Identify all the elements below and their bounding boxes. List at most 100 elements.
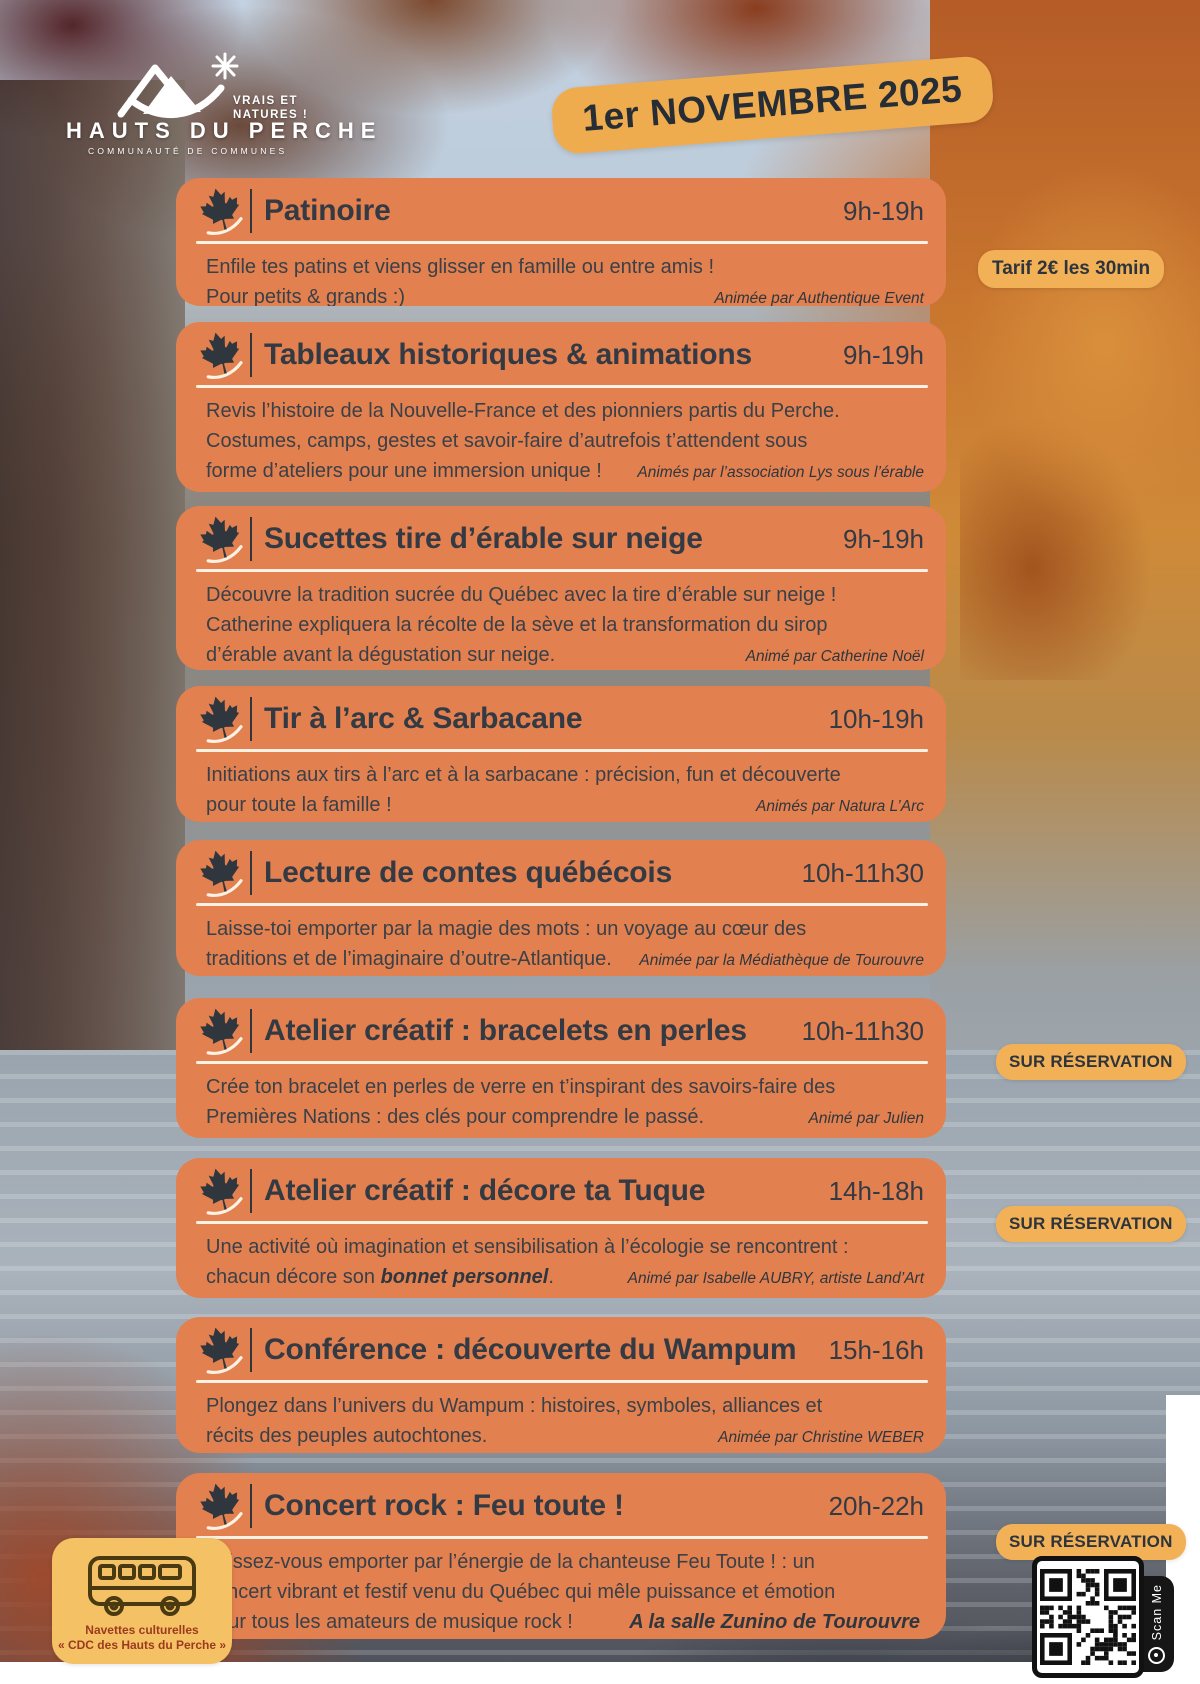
reservation-badge: SUR RÉSERVATION — [996, 1044, 1186, 1080]
event-host: Animé par Catherine Noël — [745, 648, 924, 665]
event-title: Lecture de contes québécois — [264, 856, 673, 889]
separator-line — [196, 1061, 928, 1064]
event-card-wampum: Conférence : découverte du Wampum 15h-16… — [176, 1317, 946, 1453]
event-description-line: concert vibrant et festif venu du Québec… — [206, 1581, 836, 1603]
shuttle-label-line2: « CDC des Hauts du Perche » — [57, 1638, 227, 1652]
event-title: Tableaux historiques & animations — [264, 338, 752, 371]
autumn-foliage-right — [960, 120, 1200, 680]
event-description-line: Laisse-toi emporter par la magie des mot… — [206, 918, 807, 940]
event-description-line: Une activité où imagination et sensibili… — [206, 1236, 849, 1258]
maple-leaf-icon — [198, 1483, 244, 1529]
event-card-tir-arc: Tir à l’arc & Sarbacane 10h-19h Initiati… — [176, 686, 946, 822]
event-time: 20h-22h — [828, 1490, 924, 1521]
maple-leaf-icon — [198, 516, 244, 562]
event-time: 9h-19h — [843, 339, 924, 370]
camera-icon — [1148, 1647, 1165, 1664]
event-description-line: Laissez-vous emporter par l’énergie de l… — [206, 1551, 815, 1573]
event-description-line: d’érable avant la dégustation sur neige. — [206, 644, 556, 666]
maple-leaf-icon — [198, 1168, 244, 1214]
separator-line — [196, 385, 928, 388]
scan-me-label: Scan Me — [1150, 1584, 1164, 1641]
event-host: Animés par Natura L’Arc — [756, 798, 924, 815]
event-description-line: Crée ton bracelet en perles de verre en … — [206, 1076, 836, 1098]
event-description-line: traditions et de l’imaginaire d’outre-At… — [206, 948, 612, 970]
bus-icon — [88, 1556, 196, 1616]
shuttle-badge: Navettes culturelles « CDC des Hauts du … — [52, 1538, 232, 1664]
event-title: Concert rock : Feu toute ! — [264, 1489, 624, 1522]
event-description-line: Initiations aux tirs à l’arc et à la sar… — [206, 764, 841, 786]
reservation-badge: SUR RÉSERVATION — [996, 1206, 1186, 1242]
title-divider — [250, 1169, 252, 1213]
event-description-line: chacun décore son bonnet personnel. — [206, 1266, 554, 1288]
event-title: Atelier créatif : décore ta Tuque — [264, 1174, 706, 1207]
highlighted-text: bonnet personnel — [380, 1266, 549, 1288]
event-time: 15h-16h — [828, 1334, 924, 1365]
event-description-line: Revis l’histoire de la Nouvelle-France e… — [206, 400, 840, 422]
separator-line — [196, 749, 928, 752]
event-description-line: forme d’ateliers pour une immersion uniq… — [206, 460, 602, 482]
qr-code — [1032, 1556, 1144, 1678]
logo-name: HAUTS DU PERCHE — [66, 118, 383, 143]
event-host: Animés par l’association Lys sous l’érab… — [637, 464, 924, 481]
qr-code-pattern — [1040, 1569, 1136, 1665]
event-description-line: Catherine expliquera la récolte de la sè… — [206, 614, 828, 636]
event-time: 10h-19h — [828, 703, 924, 734]
maple-leaf-icon — [198, 850, 244, 896]
event-card-tuque: Atelier créatif : décore ta Tuque 14h-18… — [176, 1158, 946, 1298]
logo-subtitle: COMMUNAUTÉ DE COMMUNES — [88, 146, 288, 156]
title-divider — [250, 1328, 252, 1372]
event-card-patinoire: Patinoire 9h-19h Enfile tes patins et vi… — [176, 178, 946, 306]
maple-leaf-icon — [198, 188, 244, 234]
title-divider — [250, 189, 252, 233]
event-description-line: Costumes, camps, gestes et savoir-faire … — [206, 430, 808, 452]
shuttle-label-line1: Navettes culturelles — [85, 1623, 199, 1637]
event-host: Animée par la Médiathèque de Tourouvre — [639, 952, 924, 969]
title-divider — [250, 517, 252, 561]
event-host: Animée par Authentique Event — [714, 290, 924, 306]
event-description-line: pour tous les amateurs de musique rock ! — [206, 1611, 573, 1633]
event-description-line: récits des peuples autochtones. — [206, 1425, 488, 1447]
sparkle-icon — [211, 52, 239, 80]
event-description-line: Plongez dans l’univers du Wampum : histo… — [206, 1395, 823, 1417]
title-divider — [250, 333, 252, 377]
event-title: Atelier créatif : bracelets en perles — [264, 1014, 747, 1047]
event-host: Animée par Christine WEBER — [718, 1429, 924, 1446]
event-card-contes: Lecture de contes québécois 10h-11h30 La… — [176, 840, 946, 976]
separator-line — [196, 1536, 928, 1539]
reservation-badge: SUR RÉSERVATION — [996, 1524, 1186, 1560]
title-divider — [250, 1009, 252, 1053]
title-divider — [250, 851, 252, 895]
event-time: 10h-11h30 — [801, 857, 924, 888]
event-title: Sucettes tire d’érable sur neige — [264, 522, 703, 555]
logo-tagline: VRAIS ET NATURES ! — [233, 95, 309, 121]
event-venue: A la salle Zunino de Tourouvre — [629, 1611, 920, 1633]
event-title: Tir à l’arc & Sarbacane — [264, 702, 583, 735]
page-edge — [0, 1662, 1200, 1684]
separator-line — [196, 241, 928, 244]
separator-line — [196, 569, 928, 572]
maple-leaf-icon — [198, 696, 244, 742]
event-card-concert: Concert rock : Feu toute ! 20h-22h Laiss… — [176, 1473, 946, 1639]
separator-line — [196, 1380, 928, 1383]
logo: VRAIS ET NATURES ! HAUTS DU PERCHE COMMU… — [58, 52, 378, 172]
event-title: Patinoire — [264, 194, 391, 227]
event-description-line: Enfile tes patins et viens glisser en fa… — [206, 256, 715, 278]
event-time: 9h-19h — [843, 195, 924, 226]
event-time: 9h-19h — [843, 523, 924, 554]
tarif-badge: Tarif 2€ les 30min — [978, 250, 1165, 288]
maple-leaf-icon — [198, 1327, 244, 1373]
event-title: Conférence : découverte du Wampum — [264, 1333, 797, 1366]
event-time: 14h-18h — [828, 1175, 924, 1206]
separator-line — [196, 903, 928, 906]
event-description-line: pour toute la famille ! — [206, 794, 392, 816]
event-time: 10h-11h30 — [801, 1015, 924, 1046]
event-description-line: Pour petits & grands :) — [206, 286, 405, 306]
maple-leaf-icon — [198, 332, 244, 378]
event-host: Animé par Isabelle AUBRY, artiste Land’A… — [627, 1270, 924, 1287]
event-host: Animé par Julien — [808, 1110, 924, 1127]
mountain-logo-icon — [113, 52, 243, 129]
event-card-bracelets: Atelier créatif : bracelets en perles 10… — [176, 998, 946, 1138]
title-divider — [250, 1484, 252, 1528]
event-card-tableaux: Tableaux historiques & animations 9h-19h… — [176, 322, 946, 492]
